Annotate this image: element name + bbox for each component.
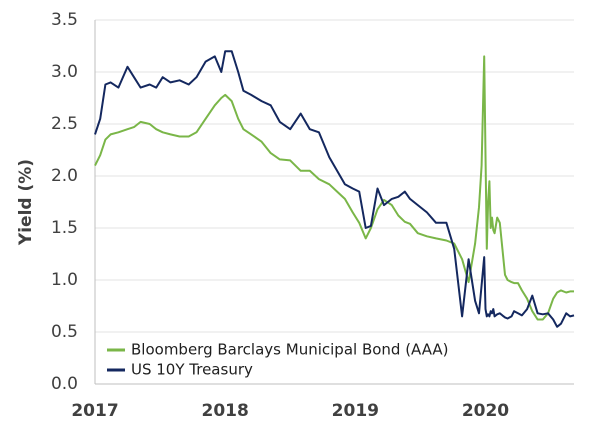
x-tick-label: 2020 [462,401,509,421]
y-tick-label: 2.5 [51,114,78,134]
y-tick-label: 3.0 [51,62,78,82]
series [94,50,575,328]
x-tick-labels: 2017 2018 2019 2020 [71,401,509,421]
gridlines [95,19,574,333]
y-tick-labels: 0.0 0.5 1.0 1.5 2.0 2.5 3.0 3.5 [51,10,78,394]
y-tick-label: 1.5 [51,218,78,238]
series-line-muni [94,55,574,321]
x-tick-label: 2019 [332,401,379,421]
x-tick-label: 2017 [71,401,118,421]
y-axis-label: Yield (%) [16,159,36,246]
legend-label-treasury: US 10Y Treasury [131,361,253,379]
series-line-treasury [94,50,575,328]
y-tick-label: 0.0 [51,374,78,394]
y-tick-label: 0.5 [51,322,78,342]
legend-label-muni: Bloomberg Barclays Municipal Bond (AAA) [131,341,449,359]
y-tick-label: 2.0 [51,166,78,186]
legend: Bloomberg Barclays Municipal Bond (AAA) … [107,341,449,379]
y-tick-label: 1.0 [51,270,78,290]
x-tick-label: 2018 [201,401,248,421]
y-tick-label: 3.5 [51,10,78,30]
axes [94,20,574,385]
